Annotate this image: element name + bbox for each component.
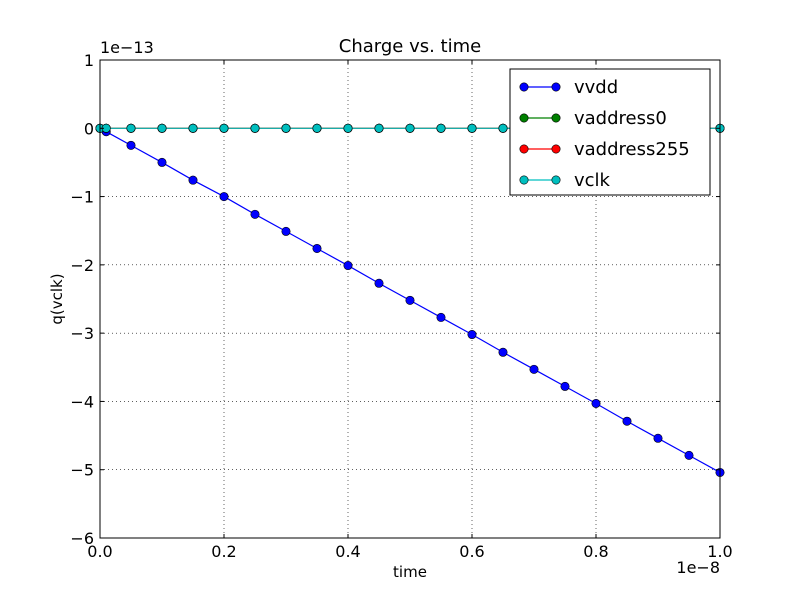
data-point-vvdd: [684, 450, 694, 460]
legend: vvdd vaddress0 vaddress255 vclk: [509, 68, 711, 196]
data-point-vvdd: [188, 175, 198, 185]
data-point-vclk: [436, 123, 446, 133]
x-offset-label: 1e−8: [676, 558, 720, 577]
data-point-vvdd: [126, 140, 136, 150]
plot-frame: [99, 59, 721, 539]
data-point-vvdd: [343, 261, 353, 271]
legend-label: vclk: [574, 170, 611, 191]
legend-marker: [551, 144, 561, 154]
y-axis-label: q(vclk): [48, 273, 66, 324]
data-point-vclk: [498, 123, 508, 133]
x-tick-label: 0.8: [583, 542, 608, 561]
series-line-vvdd: [99, 127, 721, 473]
legend-label: vvdd: [574, 77, 618, 98]
legend-box: [509, 68, 711, 196]
data-point-vclk: [250, 123, 260, 133]
legend-entry: vclk: [519, 170, 611, 191]
data-point-vvdd: [529, 364, 539, 374]
y-tick-label: −3: [70, 324, 94, 343]
y-offset-label: 1e−13: [100, 38, 154, 57]
data-point-vclk: [374, 123, 384, 133]
data-point-vvdd: [467, 330, 477, 340]
y-tick-label: 1: [84, 51, 94, 70]
y-tick-label: −4: [70, 392, 94, 411]
data-point-vclk: [467, 123, 477, 133]
data-point-vclk: [312, 123, 322, 133]
data-point-vclk: [281, 123, 291, 133]
data-point-vvdd: [591, 398, 601, 408]
data-point-vvdd: [653, 433, 663, 443]
legend-marker: [519, 113, 529, 123]
y-tick-label: −2: [70, 256, 94, 275]
data-point-vclk: [343, 123, 353, 133]
legend-label: vaddress0: [574, 108, 667, 129]
data-point-vclk: [188, 123, 198, 133]
data-point-vvdd: [312, 243, 322, 253]
data-point-vvdd: [498, 347, 508, 357]
chart-title: Charge vs. time: [339, 36, 481, 57]
y-tick-label: 0: [84, 119, 94, 138]
x-tick-label: 0.6: [459, 542, 484, 561]
legend-entry: vaddress0: [519, 108, 667, 129]
data-point-vvdd: [250, 209, 260, 219]
legend-marker: [551, 82, 561, 92]
data-point-vclk: [219, 123, 229, 133]
y-tick-label: −1: [70, 188, 94, 207]
legend-marker: [519, 82, 529, 92]
data-point-vvdd: [281, 226, 291, 236]
x-tick-label: 0.4: [335, 542, 360, 561]
data-point-vvdd: [405, 295, 415, 305]
legend-label: vaddress255: [574, 139, 690, 160]
data-point-vclk: [126, 123, 136, 133]
legend-marker: [519, 175, 529, 185]
legend-entry: vvdd: [519, 77, 618, 98]
data-point-vvdd: [219, 192, 229, 202]
data-point-vclk: [157, 123, 167, 133]
data-point-vvdd: [622, 416, 632, 426]
axis-ticks: 0.0 0.2 0.4 0.6 0.8 1.0 1 0 −1 −2 −3 −4 −5 −6: [70, 51, 732, 561]
x-tick-label: 0.2: [211, 542, 236, 561]
series-vvdd: [95, 123, 725, 477]
x-tick-label: 0.0: [87, 542, 112, 561]
data-point-vvdd: [157, 157, 167, 167]
data-point-vvdd: [436, 312, 446, 322]
legend-marker: [519, 144, 529, 154]
data-point-vvdd: [560, 381, 570, 391]
x-tick-label: 1.0: [707, 542, 732, 561]
data-point-vclk: [405, 123, 415, 133]
legend-marker: [551, 175, 561, 185]
legend-marker: [551, 113, 561, 123]
legend-entry: vaddress255: [519, 139, 690, 160]
data-point-vvdd: [374, 278, 384, 288]
y-tick-label: −6: [70, 529, 94, 548]
x-axis-label: time: [393, 563, 427, 581]
y-tick-label: −5: [70, 461, 94, 480]
